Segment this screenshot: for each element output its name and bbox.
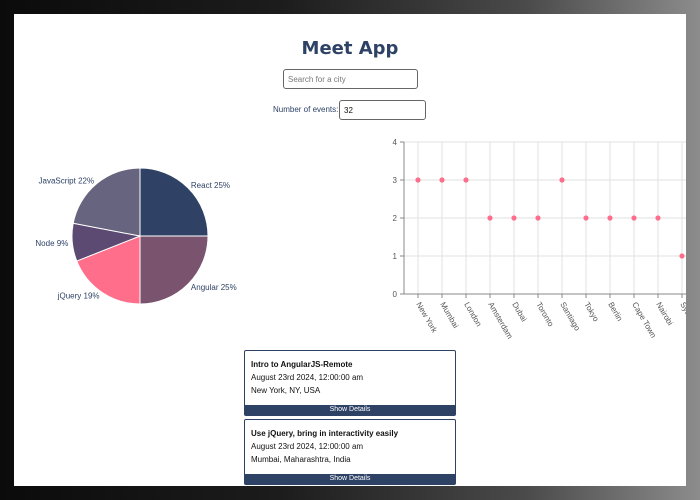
y-tick-label: 3: [393, 176, 398, 185]
scatter-point: [679, 253, 685, 259]
x-tick-label: Amsterdam: [486, 301, 514, 341]
page-title: Meet App: [301, 38, 399, 59]
event-location: New York, NY, USA: [251, 386, 321, 395]
scatter-point: [607, 215, 613, 221]
scatter-point: [487, 215, 493, 221]
x-tick-label: Tokyo: [582, 301, 601, 324]
scatter-point: [559, 177, 565, 183]
event-title: Use jQuery, bring in interactivity easil…: [251, 429, 399, 438]
event-date: August 23rd 2024, 12:00:00 am: [251, 373, 364, 382]
x-tick-label: Sydney NSW: [678, 301, 686, 347]
meet-app: Meet App Number of events: React 25% Angu…: [14, 14, 686, 486]
pie-slice: [76, 235, 141, 305]
scatter-point: [631, 215, 637, 221]
y-tick-label: 4: [393, 138, 398, 147]
genre-pie-chart: React 25% Angular 25% jQuery 19% Node 9% Jav…: [35, 167, 237, 305]
pie-slice: [72, 167, 141, 237]
number-of-events-label: Number of events:: [273, 105, 339, 114]
x-tick-label: New York: [414, 301, 439, 336]
event-location: Mumbai, Maharashtra, India: [251, 455, 351, 464]
x-tick-label: Berlin: [606, 301, 624, 323]
scatter-point: [463, 177, 469, 183]
event-card: Use jQuery, bring in interactivity easil…: [244, 419, 456, 485]
x-tick-label: Mumbai: [438, 301, 460, 330]
y-tick-label: 2: [393, 214, 398, 223]
x-tick-label: Dubai: [510, 301, 528, 324]
scatter-point: [535, 215, 541, 221]
event-title: Intro to AngularJS-Remote: [251, 360, 353, 369]
pie-slice-label: JavaScript 22%: [39, 177, 95, 186]
scatter-point: [655, 215, 661, 221]
pie-slice: [139, 235, 209, 305]
show-details-button[interactable]: Show Details: [245, 405, 455, 415]
scatter-point: [439, 177, 445, 183]
event-card: Intro to AngularJS-Remote August 23rd 20…: [244, 350, 456, 416]
x-tick-label: London: [462, 301, 483, 329]
show-details-button[interactable]: Show Details: [245, 474, 455, 484]
y-tick-label: 1: [393, 252, 398, 261]
pie-slice: [139, 167, 209, 237]
pie-slice-label: jQuery 19%: [57, 292, 100, 301]
number-of-events-input[interactable]: [339, 100, 426, 120]
scatter-point: [511, 215, 517, 221]
scatter-point: [583, 215, 589, 221]
city-search-input[interactable]: [283, 69, 418, 89]
x-tick-label: Santiago: [558, 301, 582, 333]
scatter-point: [415, 177, 421, 183]
x-tick-label: Nairobi: [654, 301, 675, 328]
pie-slice-label: Node 9%: [35, 239, 68, 248]
event-date: August 23rd 2024, 12:00:00 am: [251, 442, 364, 451]
pie-slice-label: React 25%: [191, 181, 230, 190]
x-tick-label: Cape Town: [630, 301, 658, 340]
pie-slice-label: Angular 25%: [191, 283, 237, 292]
y-tick-label: 0: [393, 290, 398, 299]
x-tick-label: Toronto: [534, 301, 555, 329]
